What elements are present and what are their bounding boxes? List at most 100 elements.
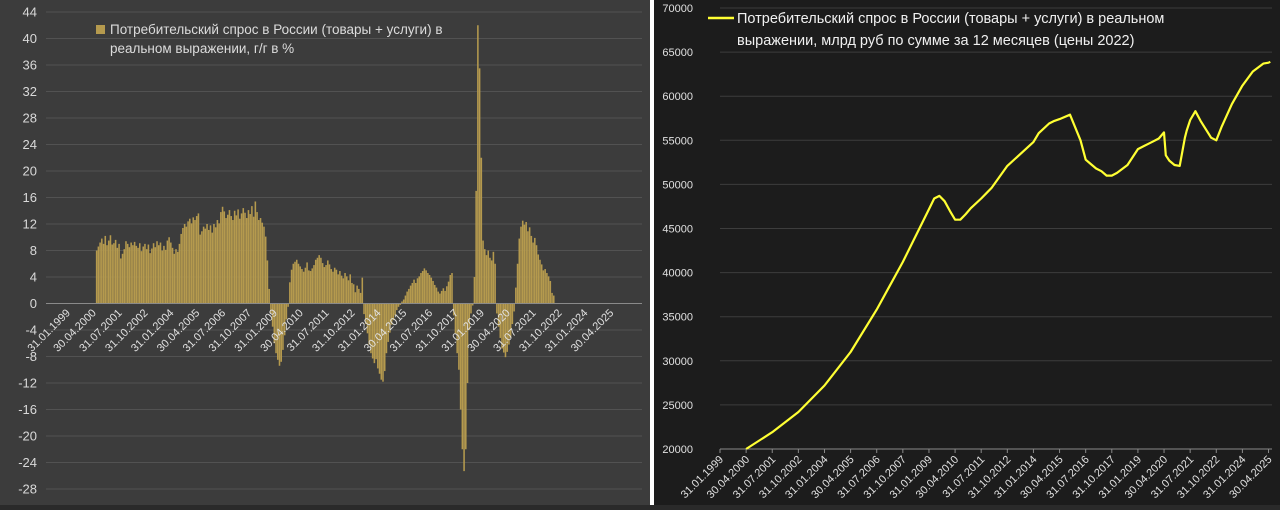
bar: [401, 301, 403, 304]
bar: [292, 263, 295, 304]
bar: [332, 271, 334, 304]
bar-y-tick-label: 40: [23, 31, 37, 46]
bar: [190, 223, 193, 304]
bar: [137, 247, 139, 304]
bar: [520, 226, 522, 304]
bar: [527, 231, 529, 304]
bar: [132, 245, 134, 304]
bar: [157, 245, 160, 304]
bar: [232, 220, 234, 304]
bar: [516, 263, 519, 304]
bar: [126, 243, 129, 304]
bar: [209, 225, 212, 304]
bar: [95, 250, 98, 304]
bar: [166, 240, 169, 304]
bar: [342, 278, 345, 304]
bar: [473, 277, 476, 304]
bar: [194, 220, 196, 304]
bar: [175, 249, 177, 304]
bar: [380, 303, 383, 380]
bar: [416, 278, 419, 304]
bar: [542, 270, 545, 304]
bar: [368, 303, 370, 345]
bar: [461, 303, 464, 450]
bar: [121, 253, 124, 304]
bar: [435, 287, 438, 304]
line-y-tick-label: 65000: [662, 47, 693, 59]
line-y-tick-label: 50000: [662, 179, 693, 191]
bar: [425, 270, 427, 304]
bar: [504, 303, 507, 358]
bar: [468, 303, 471, 330]
line-legend-line-1: Потребительский спрос в России (товары +…: [737, 11, 1164, 27]
bar: [118, 243, 120, 304]
bar-y-tick-label: -8: [25, 349, 37, 364]
bar: [201, 231, 203, 304]
bar: [140, 251, 143, 304]
bar: [363, 303, 365, 315]
bar-y-tick-label: 4: [30, 270, 37, 285]
bar-y-tick-label: -12: [18, 376, 37, 391]
bar: [216, 220, 219, 304]
bar: [351, 282, 353, 304]
bar: [264, 236, 267, 304]
bar: [147, 244, 150, 304]
bar: [328, 264, 331, 304]
bar: [321, 263, 324, 304]
bar: [339, 271, 341, 304]
bar: [266, 260, 269, 304]
bar-legend-line-1: Потребительский спрос в России (товары +…: [110, 22, 443, 37]
bar: [508, 303, 510, 345]
bar: [377, 303, 379, 369]
bar: [408, 288, 410, 304]
left-chart-background: [0, 0, 650, 505]
bar: [161, 250, 163, 304]
line-legend: Потребительский спрос в России (товары +…: [708, 11, 1164, 49]
bar-y-tick-label: -20: [18, 429, 37, 444]
line-y-tick-label: 30000: [662, 356, 693, 368]
bar-y-tick-label: -28: [18, 482, 37, 497]
bar: [447, 281, 450, 304]
bar: [335, 269, 338, 304]
bar: [225, 218, 227, 304]
bar: [366, 303, 369, 334]
bar: [213, 224, 215, 304]
line-y-tick-label: 70000: [662, 3, 693, 15]
bar: [470, 303, 472, 314]
bar: [195, 216, 198, 304]
bar: [199, 234, 201, 304]
bar: [399, 303, 402, 305]
bar: [337, 274, 339, 304]
bar: [433, 284, 436, 304]
bar: [120, 258, 122, 304]
bar: [521, 220, 524, 304]
bar-y-tick-label: 12: [23, 217, 37, 232]
bar: [101, 238, 103, 304]
bar: [489, 257, 491, 304]
bar: [420, 273, 422, 304]
bar: [415, 282, 417, 304]
bar-y-tick-label: 28: [23, 111, 37, 126]
bar: [189, 218, 191, 304]
bar: [454, 303, 457, 334]
bar: [466, 303, 469, 383]
bar: [318, 255, 320, 304]
bar: [494, 263, 496, 304]
bar: [511, 303, 514, 325]
bar: [423, 268, 426, 304]
bar: [347, 280, 350, 304]
bar: [451, 273, 453, 304]
bar: [287, 303, 289, 307]
bar: [171, 247, 174, 304]
bar: [421, 271, 424, 304]
bar: [506, 303, 508, 352]
bar: [221, 206, 224, 304]
bar: [240, 213, 243, 304]
bar: [418, 276, 421, 304]
bar: [553, 295, 555, 304]
bar: [164, 249, 167, 304]
bar: [280, 303, 283, 362]
bar-y-tick-label: -16: [18, 402, 37, 417]
